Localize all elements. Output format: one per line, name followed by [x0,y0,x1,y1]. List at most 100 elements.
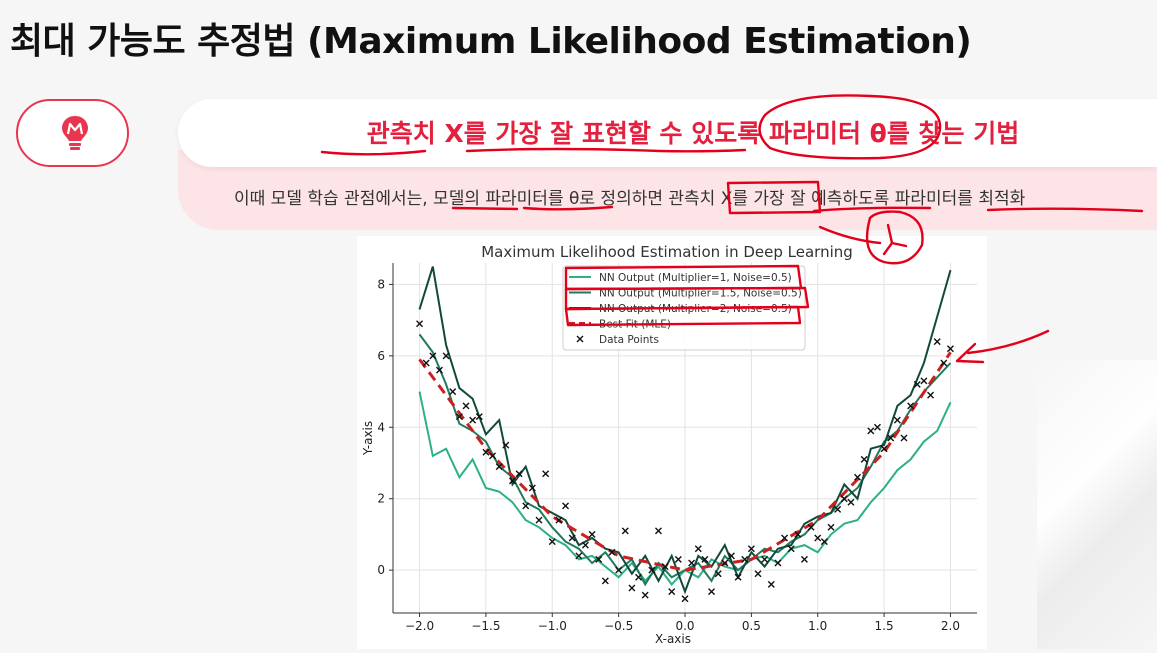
data-point [761,555,769,563]
data-point [688,559,696,567]
data-point [933,338,941,346]
data-point [727,552,735,560]
data-point [907,402,915,410]
data-point [422,359,430,367]
data-point [575,552,583,560]
icon-pill [16,99,129,167]
data-point [588,530,596,538]
slide-title: 최대 가능도 추정법 (Maximum Likelihood Estimatio… [10,21,972,62]
x-tick-label: −1.5 [471,619,500,633]
data-point [827,523,835,531]
data-point [508,477,516,485]
data-point [635,573,643,581]
data-point [854,473,862,481]
x-tick-label: −2.0 [405,619,434,633]
data-point [681,595,689,603]
data-point [489,452,497,460]
data-point [522,502,530,510]
x-tick-label: 1.0 [808,619,827,633]
x-tick-label: −0.5 [604,619,633,633]
data-point [442,352,450,360]
x-axis-label: X-axis [655,632,691,646]
data-point [887,434,895,442]
nn-output-line [418,266,952,595]
legend-label: NN Output (Multiplier=1, Noise=0.5) [599,272,792,284]
data-point [674,555,682,563]
data-point [913,380,921,388]
data-point [654,527,662,535]
data-point [694,545,702,553]
data-point [800,555,808,563]
data-point [741,555,749,563]
y-tick-label: 2 [377,492,385,506]
data-point [840,495,848,503]
data-point [873,423,881,431]
data-point [668,588,676,596]
data-point [661,563,669,571]
x-tick-label: 0.5 [742,619,761,633]
data-point [535,516,543,524]
x-tick-label: 0.0 [675,619,694,633]
data-point [781,534,789,542]
data-point [814,534,822,542]
y-tick-label: 0 [377,563,385,577]
data-point [528,484,536,492]
data-point [880,445,888,453]
data-point [581,541,589,549]
data-point [641,591,649,599]
legend-label: Data Points [599,334,659,346]
data-point [435,366,443,374]
x-tick-label: 1.5 [875,619,894,633]
subline: 이때 모델 학습 관점에서는, 모델의 파라미터를 θ로 정의하면 관측치 X를… [234,189,1026,209]
data-point [767,580,775,588]
y-tick-label: 6 [377,349,385,363]
x-tick-label: 2.0 [941,619,960,633]
y-tick-label: 4 [377,420,385,434]
data-point [787,545,795,553]
data-point [595,555,603,563]
data-point [462,402,470,410]
y-tick-label: 8 [377,277,385,291]
data-point [548,538,556,546]
data-point [940,359,948,367]
data-point [807,523,815,531]
data-point [502,441,510,449]
data-point [927,391,935,399]
data-point [495,463,503,471]
data-point [555,516,563,524]
data-point [416,320,424,328]
data-point [867,427,875,435]
data-point [455,413,463,421]
data-point [515,470,523,478]
legend-marker [576,335,584,343]
data-point [469,416,477,424]
data-point [601,577,609,585]
legend-label: NN Output (Multiplier=1.5, Noise=0.5) [599,288,802,300]
data-point [562,502,570,510]
lightbulb-icon [62,116,88,150]
data-point [475,413,483,421]
data-point [648,566,656,574]
data-point [820,538,828,546]
mle-chart: −2.0 −1.5 −1.0 −0.5 0.0 0.5 1.0 1.5 2.0 0 2 4 6 8 Maxi… [361,243,977,646]
data-point [900,434,908,442]
data-point [754,570,762,578]
data-point [628,584,636,592]
background-decoration [1037,360,1157,649]
data-point [568,534,576,542]
chart-title: Maximum Likelihood Estimation in Deep Le… [481,243,853,261]
data-point [721,559,729,567]
data-point [860,455,868,463]
data-point [774,559,782,567]
data-point [794,530,802,538]
data-point [847,498,855,506]
data-point [615,566,623,574]
data-point [834,505,842,513]
data-point [946,345,954,353]
data-point [608,548,616,556]
data-point [734,573,742,581]
data-point [701,555,709,563]
data-point [893,416,901,424]
headline: 관측치 X를 가장 잘 표현할 수 있도록 파라미터 θ를 찾는 기법 [366,119,1020,148]
x-tick-label: −1.0 [538,619,567,633]
